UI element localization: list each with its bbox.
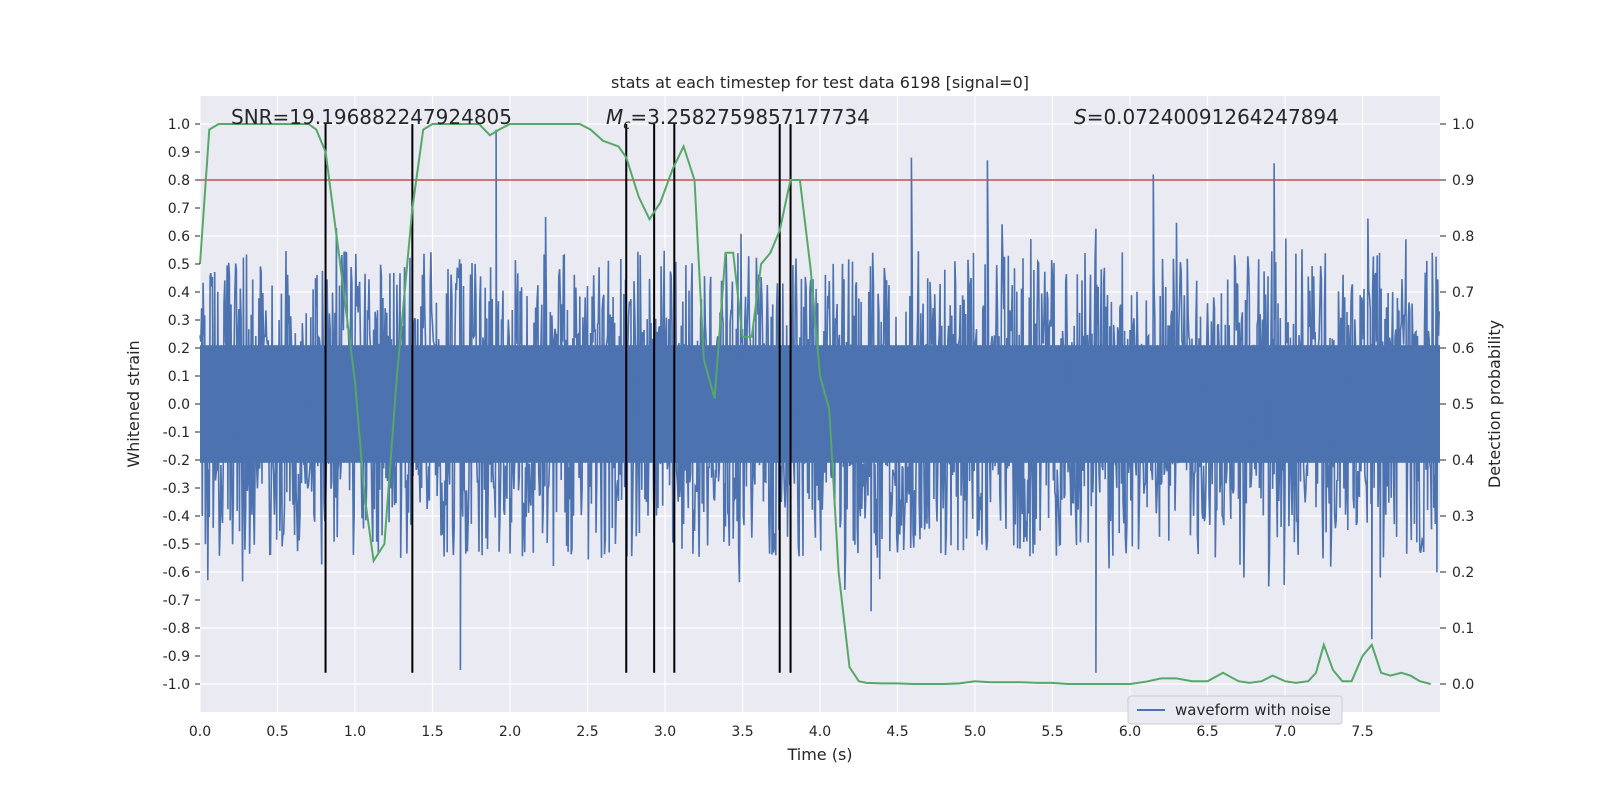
chirp-mass-annotation: Mc=3.2582759857177734 xyxy=(606,105,870,133)
y2-tick-label: 0.8 xyxy=(1452,229,1474,245)
x-tick-label: 6.5 xyxy=(1196,724,1218,740)
y2-tick-label: 0.2 xyxy=(1452,565,1474,581)
s-symbol: S xyxy=(1074,105,1087,129)
x-tick-label: 4.5 xyxy=(886,724,908,740)
y-tick-label: -0.8 xyxy=(163,621,190,637)
s-annotation: S=0.07240091264247894 xyxy=(1074,105,1339,129)
y-tick-label: 0.7 xyxy=(168,201,190,217)
x-tick-label: 5.5 xyxy=(1041,724,1063,740)
vertical-marker-lines xyxy=(324,124,792,673)
y-tick-label: 0.8 xyxy=(168,173,190,189)
legend-box xyxy=(1127,695,1343,725)
y2-tick-label: 0.4 xyxy=(1452,453,1474,469)
x-tick-label: 6.0 xyxy=(1119,724,1141,740)
chirp-mass-value: =3.2582759857177734 xyxy=(630,105,869,129)
legend: waveform with noise xyxy=(1127,695,1343,725)
chirp-mass-subscript: c xyxy=(623,118,630,133)
x-tick-label: 5.0 xyxy=(964,724,986,740)
y2-tick-label: 0.9 xyxy=(1452,173,1474,189)
y-tick-label: 1.0 xyxy=(168,117,190,133)
right-y-tick-labels: 1.0 0.9 0.8 0.7 0.6 0.5 0.4 0.3 0.2 0.1 0.0 xyxy=(1440,117,1474,693)
y2-axis-label: Detection probability xyxy=(1485,320,1504,488)
y-tick-label: -0.5 xyxy=(163,537,190,553)
y-tick-label: -0.1 xyxy=(163,425,190,441)
chirp-mass-symbol: M xyxy=(606,105,623,129)
x-tick-label: 7.5 xyxy=(1351,724,1373,740)
snr-annotation: SNR=19.196882247924805 xyxy=(231,105,512,129)
y2-tick-label: 0.1 xyxy=(1452,621,1474,637)
y-axis-label: Whitened strain xyxy=(124,340,143,467)
x-tick-label: 0.5 xyxy=(266,724,288,740)
y2-tick-label: 0.5 xyxy=(1452,397,1474,413)
y-tick-label: -0.6 xyxy=(163,565,190,581)
y-tick-label: -0.9 xyxy=(163,649,190,665)
legend-label: waveform with noise xyxy=(1175,701,1331,719)
y-tick-label: -0.2 xyxy=(163,453,190,469)
x-tick-label: 2.0 xyxy=(499,724,521,740)
x-axis-label: Time (s) xyxy=(786,745,852,764)
y2-tick-label: 0.3 xyxy=(1452,509,1474,525)
x-tick-label: 2.5 xyxy=(576,724,598,740)
probability-line xyxy=(199,123,1431,685)
y2-tick-label: 0.0 xyxy=(1452,677,1474,693)
probability-series xyxy=(199,123,1431,685)
y-tick-label: -0.4 xyxy=(163,509,190,525)
y-tick-label: 0.5 xyxy=(168,257,190,273)
y-tick-label: 0.9 xyxy=(168,145,190,161)
x-tick-labels: 0.0 0.5 1.0 1.5 2.0 2.5 3.0 3.5 4.0 4.5 5.0 5.5 6.0 6… xyxy=(189,724,1374,740)
x-tick-label: 4.0 xyxy=(809,724,831,740)
y-tick-label: 0.1 xyxy=(168,369,190,385)
chart-title: stats at each timestep for test data 619… xyxy=(611,73,1029,92)
y-tick-label: 0.4 xyxy=(168,285,190,301)
y2-tick-label: 1.0 xyxy=(1452,117,1474,133)
s-value: =0.07240091264247894 xyxy=(1087,105,1339,129)
y-tick-label: 0.0 xyxy=(168,397,190,413)
y-tick-label: 0.2 xyxy=(168,341,190,357)
y-tick-label: 0.3 xyxy=(168,313,190,329)
y-tick-label: -0.3 xyxy=(163,481,190,497)
y2-tick-label: 0.7 xyxy=(1452,285,1474,301)
y-tick-label: -1.0 xyxy=(163,677,190,693)
x-tick-label: 3.0 xyxy=(654,724,676,740)
x-tick-label: 3.5 xyxy=(731,724,753,740)
x-tick-label: 7.0 xyxy=(1274,724,1296,740)
waveform-line xyxy=(199,129,1440,673)
left-y-tick-labels: 1.0 0.9 0.8 0.7 0.6 0.5 0.4 0.3 0.2 0.1 0.0 -0.1 -0.… xyxy=(163,117,200,693)
y-tick-label: 0.6 xyxy=(168,229,190,245)
x-tick-label: 1.5 xyxy=(421,724,443,740)
y-tick-label: -0.7 xyxy=(163,593,190,609)
x-tick-label: 1.0 xyxy=(344,724,366,740)
y2-tick-label: 0.6 xyxy=(1452,341,1474,357)
x-tick-label: 0.0 xyxy=(189,724,211,740)
